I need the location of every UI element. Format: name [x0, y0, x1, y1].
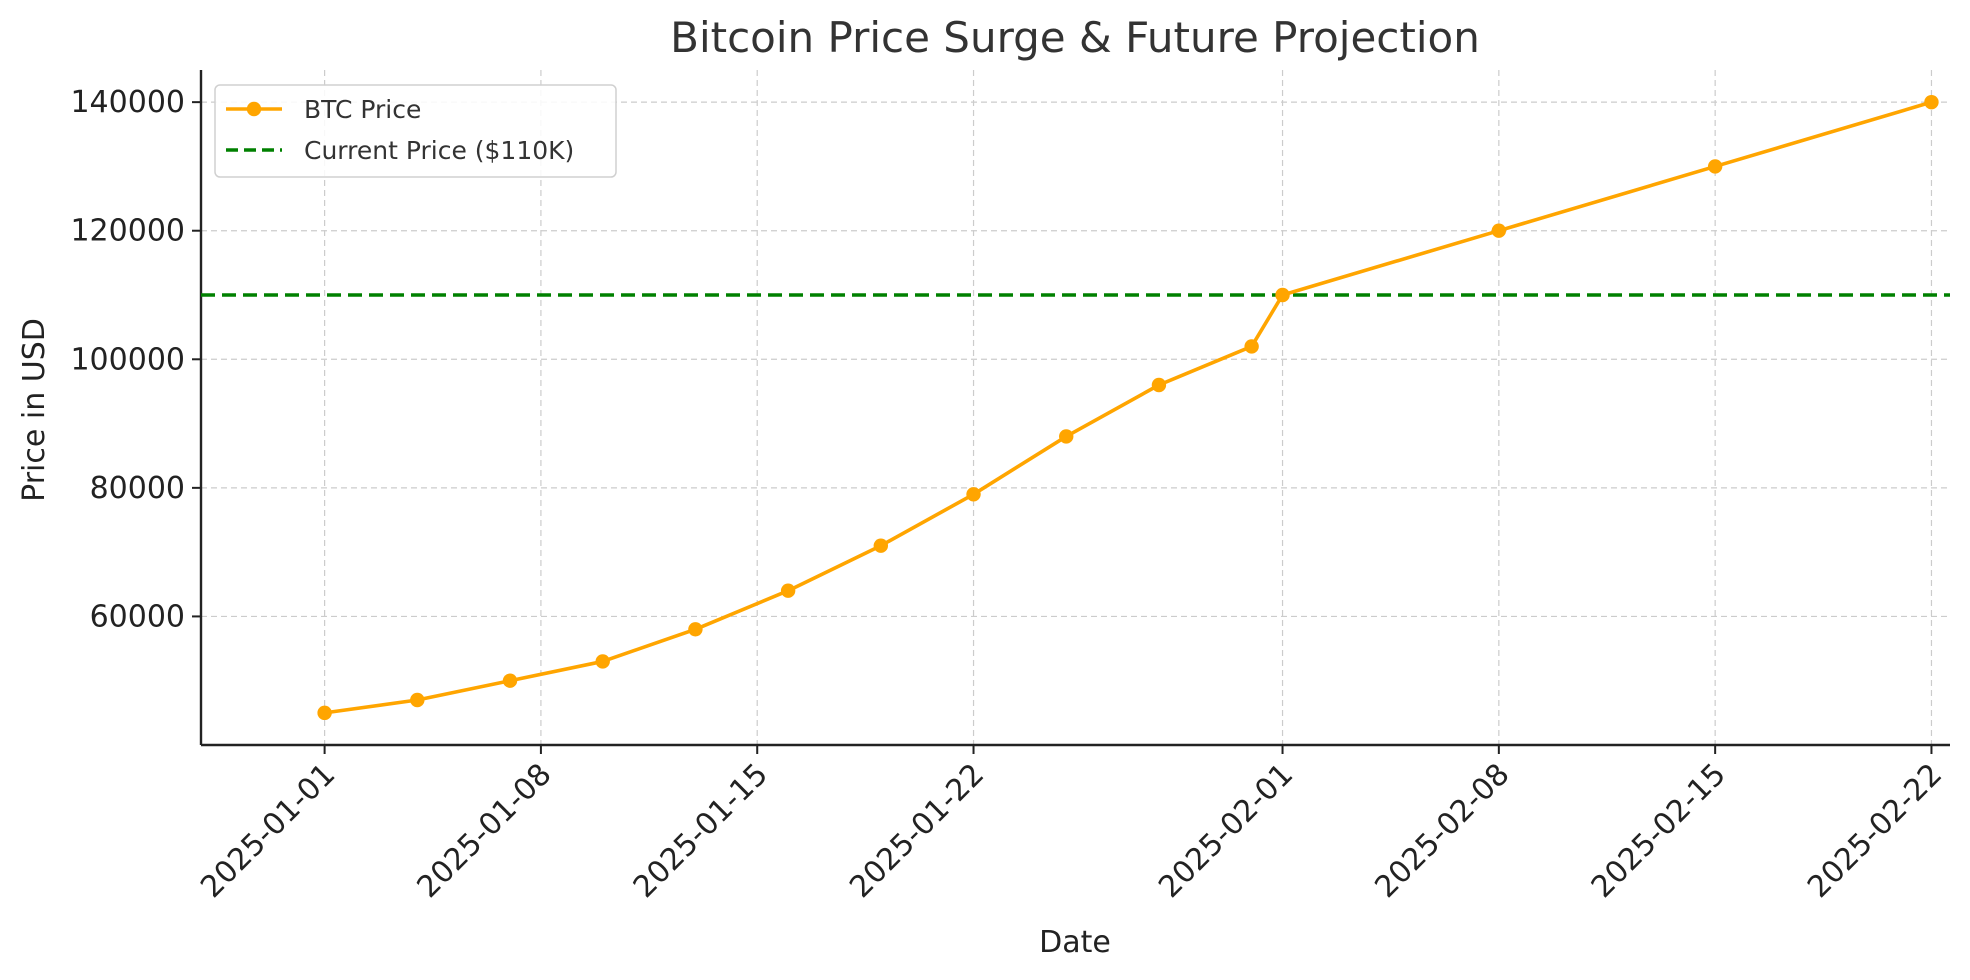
- x-tick-label-3: 2025-01-22: [843, 757, 991, 905]
- y-axis-title: Price in USD: [17, 318, 52, 502]
- y-tick-label-0: 60000: [90, 599, 185, 634]
- x-tick-label-6: 2025-02-15: [1585, 757, 1733, 905]
- x-tick-label-2: 2025-01-15: [627, 757, 775, 905]
- x-axis-title: Date: [1039, 925, 1111, 960]
- y-tick-label-4: 140000: [70, 85, 185, 120]
- btc-price-point-0: [317, 705, 332, 721]
- btc-price-point-4: [688, 622, 703, 637]
- y-tick-label-1: 80000: [90, 471, 185, 506]
- legend-btc-price-label: BTC Price: [304, 95, 421, 124]
- btc-price-point-13: [1707, 159, 1723, 174]
- y-tick-label-3: 120000: [70, 214, 185, 249]
- btc-price-point-3: [595, 654, 610, 669]
- legend-btc-price-marker: [246, 101, 262, 117]
- btc-price-point-5: [780, 583, 796, 598]
- chart-title: Bitcoin Price Surge & Future Projection: [670, 13, 1480, 62]
- btc-price-point-11: [1275, 287, 1290, 303]
- btc-price-point-12: [1491, 223, 1507, 238]
- btc-price-point-6: [873, 538, 889, 553]
- x-tick-label-4: 2025-02-01: [1152, 757, 1300, 905]
- btc-price-point-8: [1059, 429, 1074, 444]
- btc-price-point-7: [966, 487, 981, 502]
- x-tick-label-0: 2025-01-01: [194, 757, 342, 905]
- y-tick-label-2: 100000: [70, 342, 185, 377]
- btc-price-point-14: [1924, 94, 1939, 110]
- btc-price-point-2: [502, 673, 518, 688]
- legend-box: [214, 84, 617, 178]
- btc-price-point-1: [410, 692, 425, 708]
- btc-price-point-9: [1151, 377, 1167, 393]
- btc-price-line: [322, 100, 1934, 715]
- btc-price-point-10: [1244, 339, 1259, 354]
- legend-current-price-label: Current Price ($110K): [304, 136, 574, 165]
- x-tick-label-5: 2025-02-08: [1368, 757, 1516, 905]
- x-tick-label-1: 2025-01-08: [411, 757, 559, 905]
- x-tick-label-7: 2025-02-22: [1801, 757, 1949, 905]
